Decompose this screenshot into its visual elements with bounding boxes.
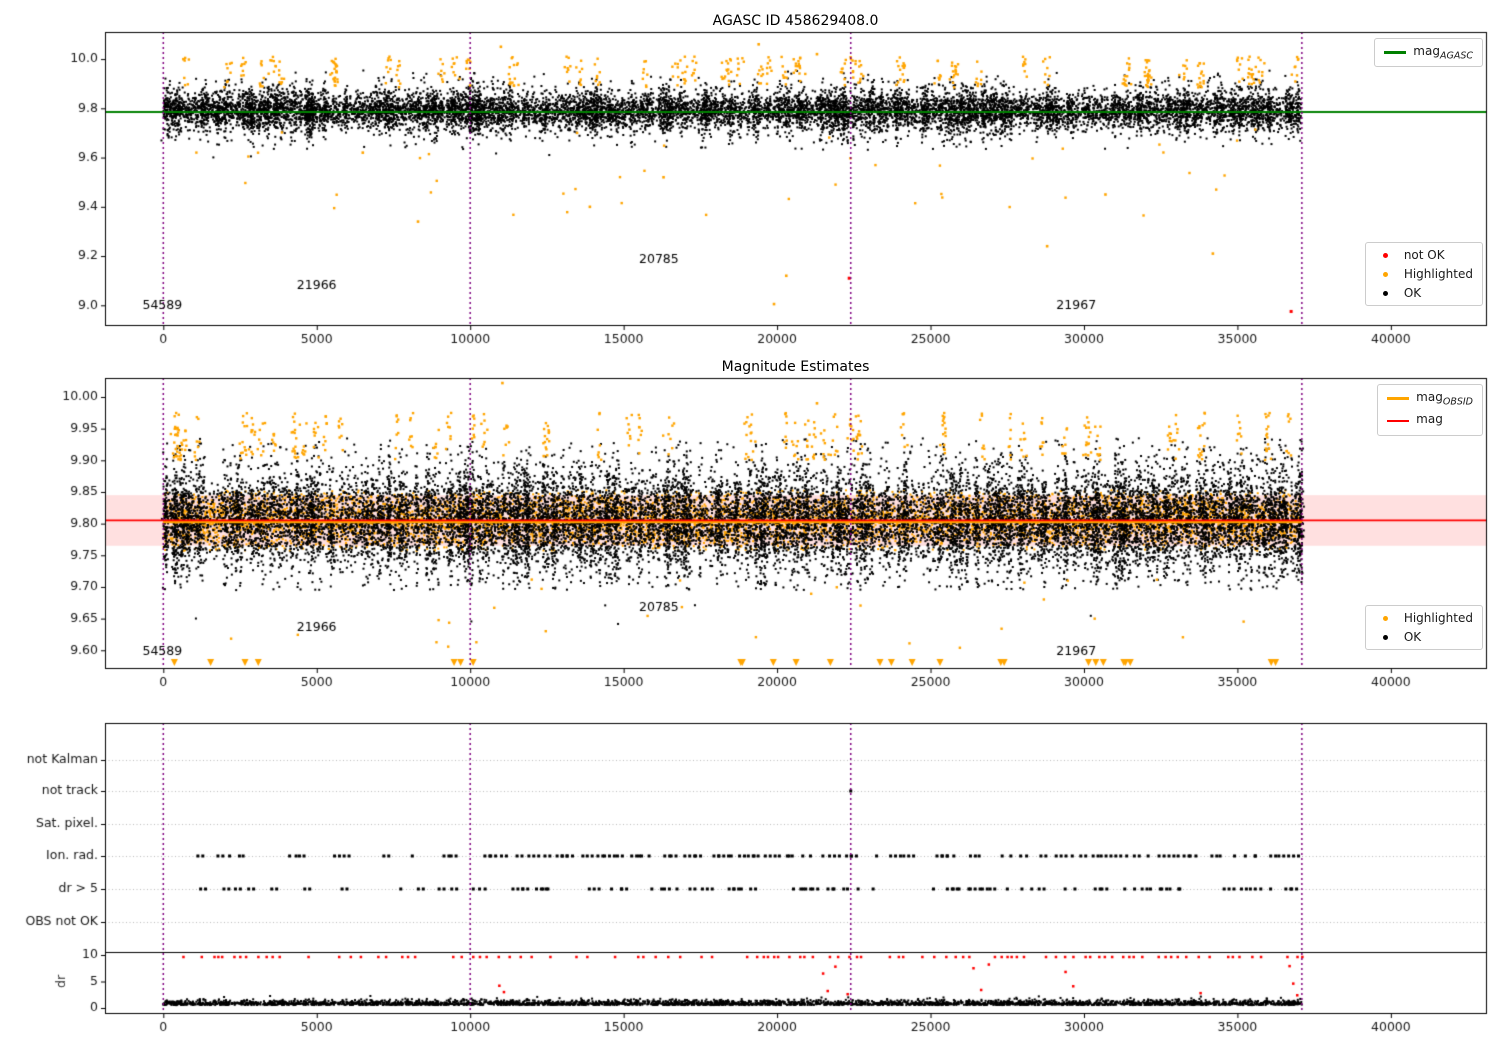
highlighted-label: Highlighted [1403, 611, 1473, 625]
mag-obsid-line-swatch [1387, 397, 1410, 400]
label-main: mag [1413, 44, 1440, 58]
legend-panel2-lines: magOBSID mag [1377, 384, 1483, 436]
not-ok-marker [1375, 252, 1397, 258]
mag-label: mag [1416, 412, 1443, 429]
legend-entry-ok: OK [1375, 630, 1473, 644]
ok-dot-icon [1383, 634, 1389, 640]
ok-marker [1375, 290, 1397, 296]
legend-entry-ok: OK [1375, 286, 1473, 300]
legend-panel1-line: magAGASC [1374, 38, 1483, 68]
label-sub: OBSID [1442, 396, 1473, 408]
label-main: mag [1416, 412, 1443, 427]
label-sub: AGASC [1439, 50, 1473, 62]
legend-panel1-markers: not OK Highlighted OK [1364, 242, 1483, 306]
mag-agasc-line-swatch [1384, 51, 1407, 54]
highlighted-dot-icon [1383, 271, 1389, 277]
legend-entry-highlighted: Highlighted [1375, 611, 1473, 625]
not-ok-dot-icon [1383, 252, 1389, 258]
mag-obsid-label: magOBSID [1416, 390, 1473, 407]
ok-label: OK [1403, 630, 1422, 644]
ok-marker [1375, 634, 1397, 640]
mag-agasc-label: magAGASC [1413, 44, 1473, 61]
label-main: mag [1416, 390, 1443, 404]
legend-entry-mag: mag [1387, 412, 1473, 429]
legend-entry-mag-obsid: magOBSID [1387, 390, 1473, 407]
legend-entry-mag-agasc: magAGASC [1384, 44, 1473, 61]
panel1-title: AGASC ID 458629408.0 [712, 13, 879, 29]
panel2-title: Magnitude Estimates [721, 359, 870, 375]
legend-panel2-markers: Highlighted OK [1364, 605, 1483, 650]
mag-line-swatch [1387, 419, 1410, 423]
not-ok-label: not OK [1403, 248, 1445, 262]
highlighted-marker [1375, 615, 1397, 621]
legend-entry-highlighted: Highlighted [1375, 267, 1473, 281]
highlighted-dot-icon [1383, 615, 1389, 621]
ok-dot-icon [1383, 290, 1389, 296]
ok-label: OK [1403, 286, 1422, 300]
highlighted-label: Highlighted [1403, 267, 1473, 281]
legend-entry-not-ok: not OK [1375, 248, 1473, 262]
highlighted-marker [1375, 271, 1397, 277]
